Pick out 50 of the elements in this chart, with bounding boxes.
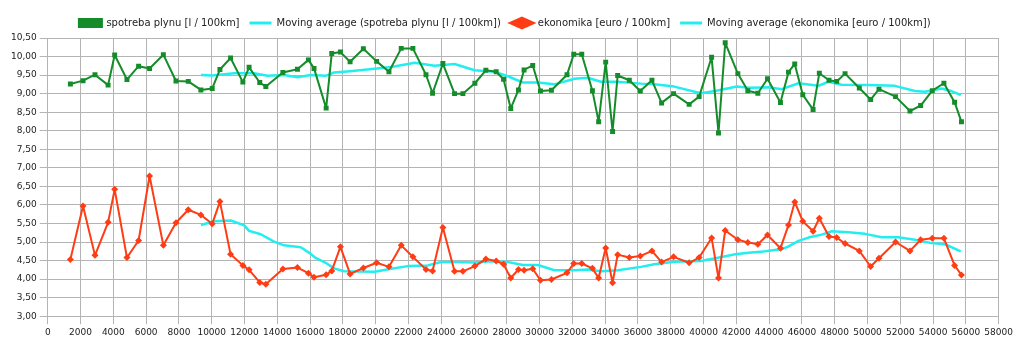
y-tick-label: 5,50 (16, 217, 38, 228)
x-tick-label: 50000 (853, 326, 883, 337)
y-tick-label: 8,00 (16, 125, 38, 136)
x-tick-label: 0 (44, 326, 51, 337)
x-tick-label: 38000 (656, 326, 686, 337)
x-tick-label: 18000 (328, 326, 358, 337)
y-tick-label: 3,50 (16, 292, 38, 302)
x-tick-label: 14000 (262, 326, 292, 337)
y-tick-label: 6,50 (16, 180, 38, 191)
y-tick-label: 9,00 (16, 87, 38, 98)
y-tick-label: 4,50 (16, 254, 38, 265)
x-tick-label: 36000 (623, 326, 653, 337)
x-tick-label: 58000 (984, 326, 1014, 337)
y-tick-label: 6,00 (16, 199, 38, 210)
x-tick-label: 26000 (459, 326, 489, 337)
y-tick-label: 3,00 (16, 310, 38, 321)
x-tick-label: 12000 (230, 326, 260, 337)
y-tick-label: 10,00 (11, 50, 38, 61)
y-tick-label: 7,50 (16, 143, 38, 154)
x-tick-label: 32000 (558, 326, 587, 337)
x-tick-label: 30000 (525, 326, 555, 337)
y-tick-label: 8,50 (16, 106, 38, 117)
y-tick-label: 9,50 (16, 69, 38, 80)
x-tick-label: 22000 (394, 326, 424, 337)
legend-label: spotreba plynu [l / 100km] (106, 16, 240, 28)
x-tick-label: 8000 (167, 326, 191, 337)
x-tick-label: 4000 (101, 326, 126, 337)
x-tick-label: 2000 (69, 326, 93, 337)
x-tick-label: 48000 (820, 326, 850, 337)
y-tick-label: 4,00 (16, 273, 38, 284)
legend-label: ekonomika [euro / 100km] (537, 16, 671, 28)
x-tick-label: 40000 (689, 326, 719, 337)
legend-label: Moving average (spotreba plynu [l / 100km]) (276, 16, 501, 28)
x-tick-label: 42000 (722, 326, 751, 337)
y-tick-label: 10,50 (11, 32, 38, 43)
x-tick-label: 34000 (590, 326, 620, 337)
x-tick-label: 16000 (295, 326, 325, 337)
y-tick-label: 7,00 (16, 162, 38, 173)
x-tick-label: 10000 (197, 326, 227, 337)
x-tick-label: 52000 (885, 326, 915, 337)
x-tick-label: 54000 (918, 326, 948, 337)
x-tick-label: 56000 (951, 326, 981, 337)
x-tick-label: 20000 (361, 326, 391, 337)
x-tick-label: 44000 (754, 326, 784, 337)
x-tick-label: 6000 (134, 326, 158, 337)
x-tick-label: 46000 (787, 326, 817, 337)
legend-label: Moving average (ekonomika [euro / 100km]) (707, 16, 931, 28)
x-tick-label: 28000 (492, 326, 522, 337)
x-tick-label: 24000 (426, 326, 456, 337)
y-tick-label: 5,00 (16, 236, 38, 247)
